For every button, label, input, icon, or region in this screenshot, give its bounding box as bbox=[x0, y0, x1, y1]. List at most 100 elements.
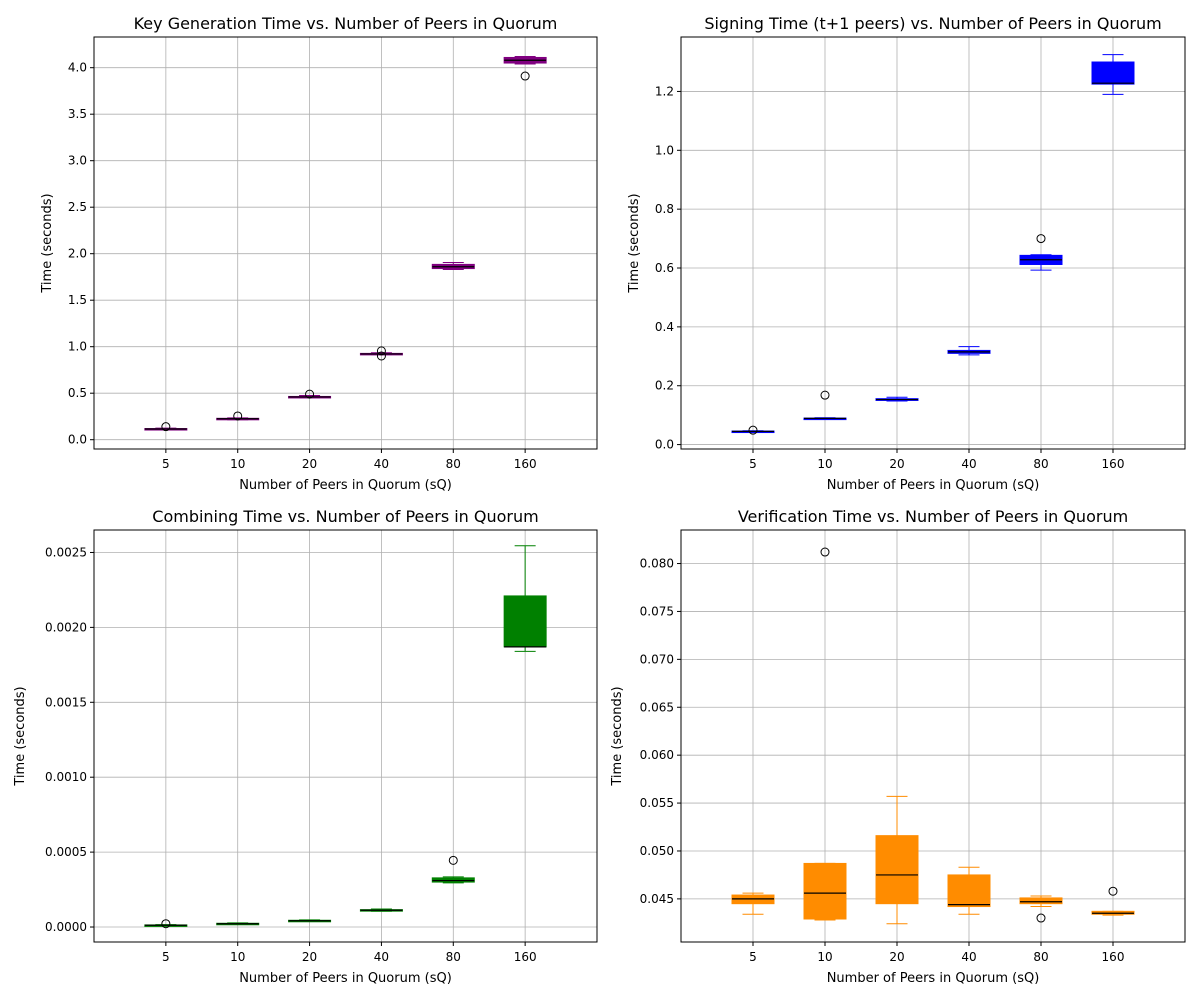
box-80 bbox=[431, 262, 475, 271]
chart-title: Combining Time vs. Number of Peers in Qu… bbox=[152, 507, 538, 526]
y-axis-label: Time (seconds) bbox=[610, 686, 625, 786]
x-tick-label: 80 bbox=[1033, 457, 1048, 471]
box-80 bbox=[431, 855, 475, 884]
box-20 bbox=[875, 795, 919, 925]
outlier-point bbox=[748, 425, 758, 435]
y-tick-label: 0.0000 bbox=[45, 920, 87, 934]
x-tick-label: 40 bbox=[374, 950, 389, 964]
y-tick-label: 1.5 bbox=[68, 293, 87, 307]
chart-title: Verification Time vs. Number of Peers in… bbox=[738, 507, 1128, 526]
outlier-point bbox=[820, 547, 830, 557]
y-tick-label: 3.5 bbox=[68, 107, 87, 121]
x-axis-label: Number of Peers in Quorum (sQ) bbox=[239, 478, 452, 493]
box-40 bbox=[359, 346, 403, 361]
outlier-point bbox=[161, 919, 171, 929]
x-tick-label: 160 bbox=[1102, 950, 1125, 964]
x-tick-label: 5 bbox=[162, 950, 170, 964]
y-tick-label: 0.0025 bbox=[45, 545, 87, 559]
box-body bbox=[947, 874, 991, 908]
box-80 bbox=[1019, 895, 1063, 923]
x-tick-label: 10 bbox=[230, 457, 245, 471]
y-axis-label: Time (seconds) bbox=[13, 686, 28, 786]
box-body bbox=[1091, 61, 1135, 85]
y-tick-label: 0.0 bbox=[68, 433, 87, 447]
y-tick-label: 0.8 bbox=[655, 202, 674, 216]
y-tick-label: 0.5 bbox=[68, 386, 87, 400]
y-tick-label: 0.6 bbox=[655, 261, 674, 275]
box-80 bbox=[1019, 234, 1063, 271]
x-tick-label: 20 bbox=[302, 950, 317, 964]
y-tick-label: 0.065 bbox=[640, 700, 674, 714]
outlier-point bbox=[376, 351, 386, 361]
y-tick-label: 1.0 bbox=[68, 340, 87, 354]
x-tick-label: 160 bbox=[514, 950, 537, 964]
box-5 bbox=[144, 422, 188, 432]
x-tick-label: 5 bbox=[162, 457, 170, 471]
outlier-point bbox=[520, 71, 530, 81]
box-10 bbox=[803, 547, 847, 921]
y-tick-label: 0.055 bbox=[640, 796, 674, 810]
box-160 bbox=[503, 545, 547, 652]
box-body bbox=[503, 595, 547, 648]
axes-frame bbox=[680, 36, 1186, 450]
x-tick-label: 10 bbox=[817, 457, 832, 471]
box-body bbox=[875, 835, 919, 905]
outlier-point bbox=[233, 411, 243, 421]
x-tick-label: 20 bbox=[302, 457, 317, 471]
axes-frame bbox=[93, 529, 598, 943]
y-axis-label: Time (seconds) bbox=[627, 193, 642, 293]
y-tick-label: 0.0020 bbox=[45, 620, 87, 634]
y-tick-label: 0.2 bbox=[655, 379, 674, 393]
x-tick-label: 20 bbox=[889, 950, 904, 964]
x-axis-label: Number of Peers in Quorum (sQ) bbox=[827, 971, 1040, 986]
y-tick-label: 0.045 bbox=[640, 892, 674, 906]
x-tick-label: 20 bbox=[889, 457, 904, 471]
outlier-point bbox=[820, 390, 830, 400]
y-axis-label: Time (seconds) bbox=[40, 193, 55, 293]
box-40 bbox=[947, 346, 991, 356]
outlier-point bbox=[1036, 913, 1046, 923]
box-160 bbox=[1091, 54, 1135, 95]
y-tick-label: 0.0005 bbox=[45, 845, 87, 859]
box-body bbox=[1019, 897, 1063, 905]
x-tick-label: 40 bbox=[961, 950, 976, 964]
outlier-point bbox=[448, 855, 458, 865]
x-tick-label: 80 bbox=[446, 950, 461, 964]
chart-title: Key Generation Time vs. Number of Peers … bbox=[134, 14, 558, 33]
chart-panel-4: 5 10 20 40 80 160 0.045 0.050 0.055 0.060 0.065 0.0… bbox=[610, 507, 1186, 986]
outlier-point bbox=[161, 422, 171, 432]
y-tick-label: 0.0015 bbox=[45, 695, 87, 709]
box-160 bbox=[503, 56, 547, 81]
box-10 bbox=[216, 411, 260, 421]
axes-frame bbox=[680, 529, 1186, 943]
outlier-point bbox=[1036, 234, 1046, 244]
x-tick-label: 10 bbox=[817, 950, 832, 964]
x-tick-label: 40 bbox=[374, 457, 389, 471]
box-20 bbox=[288, 389, 332, 399]
box-160 bbox=[1091, 886, 1135, 916]
box-10 bbox=[803, 390, 847, 421]
box-20 bbox=[288, 919, 332, 923]
box-20 bbox=[875, 396, 919, 402]
box-5 bbox=[731, 425, 775, 435]
outlier-point bbox=[1108, 886, 1118, 896]
x-tick-label: 160 bbox=[514, 457, 537, 471]
y-tick-label: 4.0 bbox=[68, 61, 87, 75]
x-tick-label: 80 bbox=[446, 457, 461, 471]
y-tick-label: 2.5 bbox=[68, 200, 87, 214]
box-5 bbox=[144, 919, 188, 929]
axes-frame bbox=[93, 36, 598, 450]
x-tick-label: 160 bbox=[1102, 457, 1125, 471]
chart-panel-3: 5 10 20 40 80 160 0.0000 0.0005 0.0010 0.0015 0.00… bbox=[13, 507, 598, 986]
y-tick-label: 0.0 bbox=[655, 438, 674, 452]
x-tick-label: 40 bbox=[961, 457, 976, 471]
x-tick-label: 80 bbox=[1033, 950, 1048, 964]
chart-panel-1: 5 10 20 40 80 160 0.0 0.5 1.0 1.5 2.0 2.5 3.0 3.5 4.0 K… bbox=[40, 14, 598, 493]
chart-title: Signing Time (t+1 peers) vs. Number of P… bbox=[704, 14, 1161, 33]
outlier-point bbox=[305, 389, 315, 399]
y-tick-label: 1.0 bbox=[655, 143, 674, 157]
y-tick-label: 3.0 bbox=[68, 154, 87, 168]
box-5 bbox=[731, 892, 775, 915]
y-tick-label: 2.0 bbox=[68, 247, 87, 261]
